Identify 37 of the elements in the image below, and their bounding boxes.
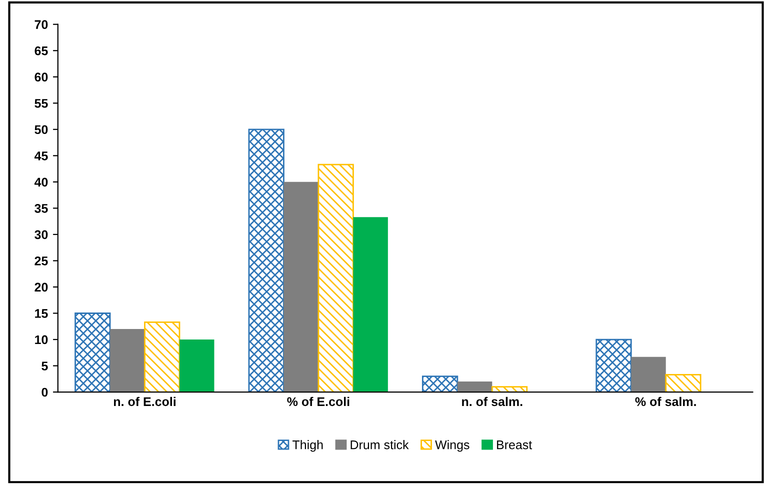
y-tick-label: 15 bbox=[35, 309, 48, 318]
legend-label: Thigh bbox=[292, 440, 323, 452]
y-tick-label: 25 bbox=[34, 256, 48, 266]
bar bbox=[665, 374, 702, 392]
y-tick-label: 35 bbox=[34, 204, 48, 213]
bar bbox=[457, 382, 492, 392]
bar bbox=[318, 164, 354, 392]
bar bbox=[353, 217, 388, 392]
y-tick-label: 5 bbox=[42, 362, 48, 370]
bar bbox=[248, 128, 284, 392]
x-tick-label: n. of salm. bbox=[462, 396, 522, 406]
x-tick-label: % of salm. bbox=[635, 396, 696, 406]
y-tick-label: 50 bbox=[34, 125, 48, 134]
bar bbox=[284, 182, 318, 392]
bar bbox=[179, 340, 214, 392]
y-tick-label: 65 bbox=[34, 46, 48, 56]
bar bbox=[110, 329, 145, 392]
bar bbox=[144, 321, 180, 392]
bar bbox=[596, 338, 632, 392]
legend-label: Wings bbox=[435, 440, 470, 452]
y-tick-label: 70 bbox=[34, 20, 48, 29]
y-tick-label: 10 bbox=[35, 335, 48, 344]
bar bbox=[74, 312, 111, 392]
y-tick-label: 30 bbox=[34, 230, 48, 240]
y-tick-label: 45 bbox=[34, 152, 48, 160]
y-tick-label: 60 bbox=[34, 72, 48, 82]
bar bbox=[422, 376, 458, 392]
x-tick-label: % of E.coli bbox=[287, 396, 350, 406]
legend-label: Breast bbox=[497, 440, 532, 450]
y-tick-label: 55 bbox=[34, 99, 48, 108]
y-tick-label: 0 bbox=[42, 388, 48, 397]
x-tick-label: n. of E.coli bbox=[114, 396, 176, 406]
bar bbox=[631, 356, 666, 392]
y-tick-label: 40 bbox=[34, 178, 48, 187]
y-tick-label: 20 bbox=[34, 282, 48, 292]
bar bbox=[491, 386, 528, 392]
legend-label: Drum stick bbox=[350, 440, 409, 450]
